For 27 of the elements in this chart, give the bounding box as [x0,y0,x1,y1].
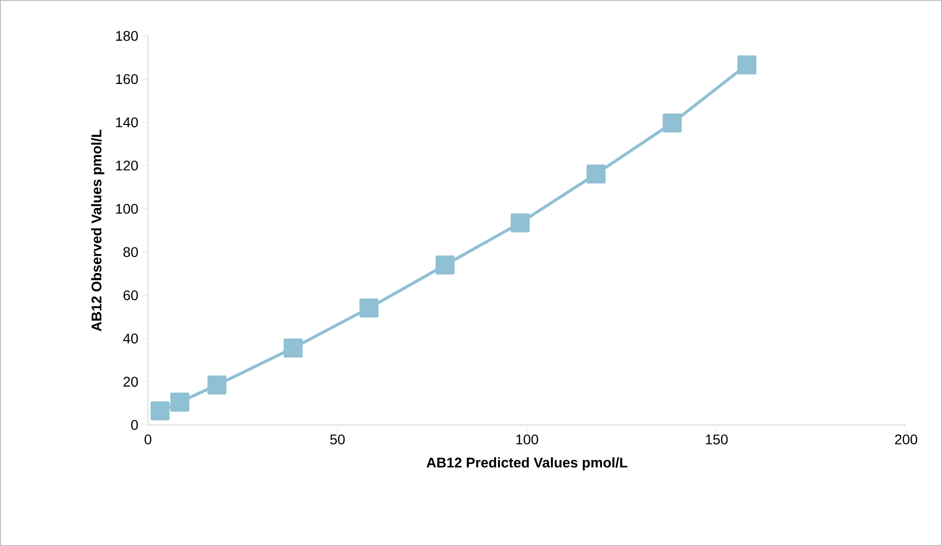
point [510,213,530,232]
point [737,55,756,74]
point [284,338,303,358]
y-tick-label: 120 [116,160,138,171]
y-tick-label: 0 [131,420,138,430]
point [207,376,226,395]
point [662,114,682,133]
point [359,298,378,318]
y-tick-label: 160 [116,74,138,84]
x-tick-label: 0 [144,434,152,444]
x-tick-label: 150 [706,434,728,444]
y-tick-label: 140 [116,117,138,128]
y-tick-label: 20 [124,376,138,387]
point [150,401,170,420]
y-tick-label: 40 [123,334,138,344]
x-tick-label: 100 [516,434,538,444]
point [586,164,606,184]
x-tick-label: 50 [330,434,345,444]
point [436,256,455,275]
y-tick-label: 60 [124,290,138,300]
y-tick-label: 80 [123,247,138,258]
y-tick-label: 100 [116,204,138,214]
x-tick-label: 200 [895,434,918,444]
y-axis-title: AB12 Observed Values pmol/L [91,130,104,332]
x-axis-title: AB12 Predicted Values pmol/L [426,457,628,470]
y-tick-label: 180 [116,30,138,41]
point [170,392,190,412]
